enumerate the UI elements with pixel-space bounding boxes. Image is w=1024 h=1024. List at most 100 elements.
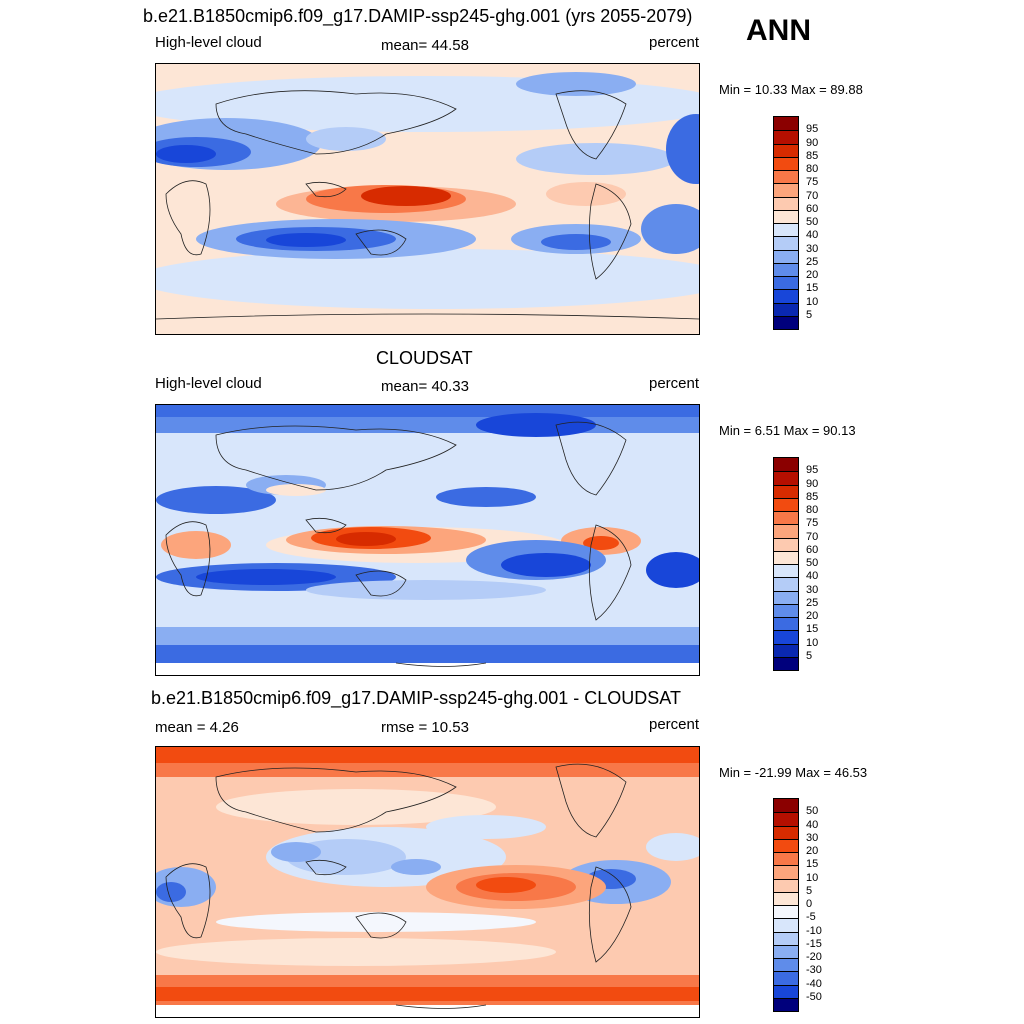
- panel-1-units: percent: [649, 34, 700, 51]
- colorbar-2-swatch: [774, 511, 798, 525]
- colorbar-1-swatch: [774, 209, 798, 223]
- colorbar-1-swatch: [774, 196, 798, 210]
- colorbar-2-tick-label: 95: [806, 464, 819, 477]
- colorbar-2-tick-label: 40: [806, 570, 819, 583]
- panel-1-mean: mean= 44.58: [381, 37, 469, 54]
- panel-1-variable: High-level cloud: [155, 34, 262, 51]
- panel-3-rmse: rmse = 10.53: [381, 719, 469, 736]
- colorbar-3-swatch: [774, 812, 798, 826]
- colorbar-3-swatch: [774, 852, 798, 866]
- colorbar-3-tick-label: 0: [806, 898, 813, 910]
- colorbar-2-swatch: [774, 590, 798, 604]
- panel-3-mean: mean = 4.26: [155, 719, 239, 736]
- colorbar-3-swatch: [774, 838, 798, 852]
- colorbar-3-swatch: [774, 984, 798, 998]
- colorbar-3-swatch: [774, 931, 798, 945]
- colorbar-2-tick-label: 25: [806, 596, 819, 609]
- colorbar-1-swatch: [774, 289, 798, 303]
- colorbar-2-tick-label: 15: [806, 623, 819, 636]
- colorbar-3-swatch: [774, 958, 798, 972]
- colorbar-1-tick-label: 85: [806, 149, 819, 162]
- colorbar-2-swatch: [774, 550, 798, 564]
- colorbar-1-tick-label: 30: [806, 242, 819, 255]
- colorbar-1-swatch: [774, 117, 798, 131]
- colorbar-2-tick-label: 75: [806, 517, 819, 530]
- panel-3-colorbar: [773, 798, 799, 1012]
- colorbar-2-swatch: [774, 564, 798, 578]
- panel-2-field: [156, 405, 699, 675]
- colorbar-2-swatch: [774, 497, 798, 511]
- colorbar-2-tick-label: 90: [806, 477, 819, 490]
- colorbar-1-tick-label: 20: [806, 269, 819, 281]
- colorbar-3-tick-label: -15: [806, 937, 822, 950]
- colorbar-1-tick-label: 95: [806, 123, 819, 136]
- colorbar-1-swatch: [774, 156, 798, 170]
- panel-1-field: [156, 72, 699, 320]
- colorbar-2-tick-label: 10: [806, 636, 819, 649]
- panel-2-minmax: Min = 6.51 Max = 90.13: [719, 423, 856, 438]
- colorbar-1-tick-label: 90: [806, 136, 819, 149]
- colorbar-3-tick-label: -20: [806, 951, 822, 963]
- colorbar-1-swatch: [774, 262, 798, 276]
- colorbar-2-tick-label: 85: [806, 490, 819, 503]
- colorbar-2-swatch: [774, 656, 798, 670]
- colorbar-1-swatch: [774, 276, 798, 290]
- colorbar-2-tick-label: 30: [806, 583, 819, 596]
- colorbar-2-tick-label: 20: [806, 610, 819, 622]
- colorbar-2-tick-label: 50: [806, 557, 819, 569]
- colorbar-3-tick-label: 30: [806, 831, 819, 844]
- colorbar-3-swatch: [774, 825, 798, 839]
- colorbar-3-swatch: [774, 905, 798, 919]
- colorbar-3-tick-label: -50: [806, 990, 822, 1003]
- colorbar-3-tick-label: -40: [806, 977, 822, 990]
- colorbar-3-tick-label: 50: [806, 805, 819, 818]
- colorbar-3-swatch: [774, 865, 798, 879]
- colorbar-3-swatch: [774, 891, 798, 905]
- colorbar-1-swatch: [774, 236, 798, 250]
- colorbar-1-tick-label: 80: [806, 163, 819, 175]
- colorbar-3-tick-label: 40: [806, 818, 819, 831]
- panel-3-units: percent: [649, 716, 700, 733]
- colorbar-2-swatch: [774, 537, 798, 551]
- colorbar-2-swatch: [774, 577, 798, 591]
- panel-1-title: b.e21.B1850cmip6.f09_g17.DAMIP-ssp245-gh…: [143, 6, 693, 26]
- colorbar-1-tick-label: 40: [806, 229, 819, 242]
- colorbar-2-swatch: [774, 603, 798, 617]
- colorbar-2-swatch: [774, 484, 798, 498]
- colorbar-3-tick-label: -30: [806, 964, 822, 977]
- colorbar-1-tick-label: 25: [806, 255, 819, 268]
- panel-3-minmax: Min = -21.99 Max = 46.53: [719, 765, 868, 780]
- colorbar-3-tick-label: 15: [806, 858, 819, 871]
- panel-2-units: percent: [649, 375, 700, 392]
- colorbar-3-tick-label: -5: [806, 911, 816, 924]
- colorbar-2-tick-label: 70: [806, 530, 819, 543]
- colorbar-1-tick-label: 10: [806, 295, 819, 308]
- colorbar-3-swatch: [774, 997, 798, 1011]
- panel-2-colorbar: [773, 457, 799, 671]
- colorbar-2-swatch: [774, 471, 798, 485]
- colorbar-2-tick-label: 5: [806, 649, 813, 662]
- panel-3-field: [156, 747, 699, 1017]
- colorbar-3-swatch: [774, 878, 798, 892]
- colorbar-1-tick-label: 60: [806, 202, 819, 215]
- colorbar-2-swatch: [774, 630, 798, 644]
- colorbar-3-swatch: [774, 971, 798, 985]
- colorbar-3-swatch: [774, 799, 798, 813]
- colorbar-1-swatch: [774, 170, 798, 184]
- colorbar-1-tick-label: 15: [806, 282, 819, 295]
- colorbar-2-swatch: [774, 524, 798, 538]
- panel-2-variable: High-level cloud: [155, 375, 262, 392]
- panel-3-title: b.e21.B1850cmip6.f09_g17.DAMIP-ssp245-gh…: [151, 688, 681, 708]
- colorbar-1-swatch: [774, 223, 798, 237]
- panel-2-map: [155, 404, 700, 676]
- colorbar-1-swatch: [774, 130, 798, 144]
- colorbar-3-tick-label: 20: [806, 845, 819, 857]
- colorbar-2-swatch: [774, 458, 798, 472]
- colorbar-2-swatch: [774, 617, 798, 631]
- colorbar-1-swatch: [774, 315, 798, 329]
- season-label: ANN: [746, 14, 811, 47]
- colorbar-1-tick-label: 70: [806, 189, 819, 202]
- colorbar-1-swatch: [774, 183, 798, 197]
- panel-3-map: [155, 746, 700, 1018]
- colorbar-1-swatch: [774, 302, 798, 316]
